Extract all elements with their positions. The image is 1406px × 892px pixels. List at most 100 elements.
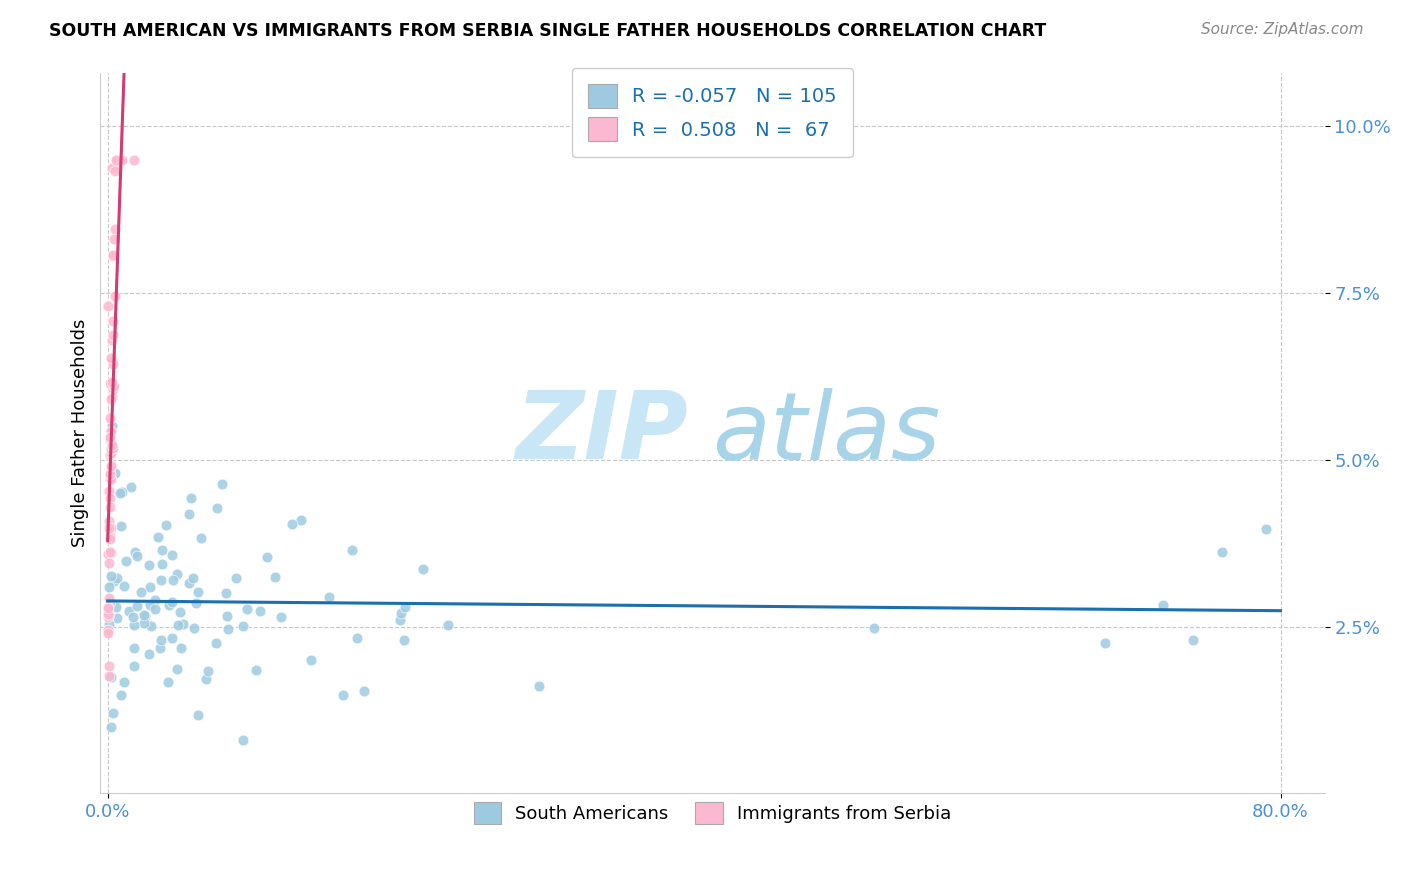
Point (132, 615, 155, 630)
Point (98, 528, 121, 542)
Point (104, 164, 127, 178)
Point (100, 458, 122, 473)
Point (862, 621, 884, 635)
Point (101, 161, 124, 175)
Point (138, 558, 160, 572)
Point (249, 604, 271, 618)
Point (98, 668, 121, 682)
Point (211, 476, 233, 491)
Point (340, 543, 363, 558)
Point (114, 554, 136, 568)
Point (187, 585, 209, 599)
Point (125, 549, 148, 564)
Point (150, 558, 173, 572)
Point (104, 153, 127, 167)
Point (122, 153, 145, 167)
Point (97, 600, 120, 615)
Point (207, 501, 229, 516)
Point (97, 547, 120, 561)
Point (143, 601, 166, 615)
Point (98, 580, 121, 594)
Point (98, 595, 121, 609)
Point (232, 733, 254, 747)
Point (270, 610, 292, 624)
Point (205, 636, 228, 650)
Point (100, 442, 122, 456)
Point (101, 314, 124, 328)
Point (256, 550, 278, 565)
Point (389, 613, 412, 627)
Text: SOUTH AMERICAN VS IMMIGRANTS FROM SERBIA SINGLE FATHER HOUSEHOLDS CORRELATION CH: SOUTH AMERICAN VS IMMIGRANTS FROM SERBIA… (49, 22, 1046, 40)
Point (98, 532, 121, 546)
Point (332, 688, 354, 702)
Point (101, 441, 124, 455)
Point (98, 484, 121, 499)
Point (187, 707, 209, 722)
Point (104, 222, 127, 236)
Point (112, 675, 135, 690)
Point (169, 605, 191, 619)
Point (162, 573, 184, 587)
Point (100, 390, 122, 404)
Point (98, 376, 121, 390)
Point (186, 596, 208, 610)
Point (98, 491, 121, 505)
Point (105, 153, 128, 167)
Point (101, 357, 124, 371)
Point (103, 231, 125, 245)
Point (98, 608, 121, 623)
Point (190, 531, 212, 545)
Point (160, 595, 183, 609)
Point (155, 517, 177, 532)
Point (122, 610, 145, 624)
Point (527, 679, 550, 693)
Point (97, 300, 120, 314)
Point (215, 585, 238, 599)
Point (100, 351, 122, 365)
Point (97, 607, 120, 621)
Point (148, 530, 170, 544)
Point (100, 392, 122, 406)
Point (97, 623, 120, 637)
Point (437, 618, 460, 632)
Point (105, 161, 128, 176)
Point (97, 601, 120, 615)
Point (110, 688, 132, 702)
Point (112, 579, 135, 593)
Point (97, 626, 120, 640)
Point (149, 574, 172, 588)
Point (101, 382, 124, 396)
Point (177, 576, 200, 591)
Point (98, 466, 121, 480)
Point (98, 430, 121, 444)
Point (100, 472, 122, 486)
Point (100, 670, 122, 684)
Point (389, 607, 412, 621)
Point (157, 599, 180, 613)
Point (98, 500, 121, 514)
Point (103, 706, 125, 721)
Point (100, 424, 122, 438)
Point (122, 618, 145, 632)
Point (172, 617, 194, 632)
Point (177, 508, 200, 522)
Point (280, 517, 302, 532)
Point (100, 568, 122, 582)
Point (166, 567, 188, 582)
Point (183, 621, 205, 635)
Point (97, 610, 120, 624)
Point (195, 672, 218, 686)
Point (98, 471, 121, 485)
Point (1254, 522, 1277, 536)
Point (138, 647, 160, 661)
Point (100, 446, 122, 460)
Point (98, 545, 121, 559)
Point (245, 663, 267, 677)
Point (157, 675, 180, 690)
Point (101, 333, 124, 347)
Point (149, 641, 172, 656)
Point (103, 574, 125, 589)
Point (100, 546, 122, 560)
Point (1181, 632, 1204, 647)
Point (149, 632, 172, 647)
